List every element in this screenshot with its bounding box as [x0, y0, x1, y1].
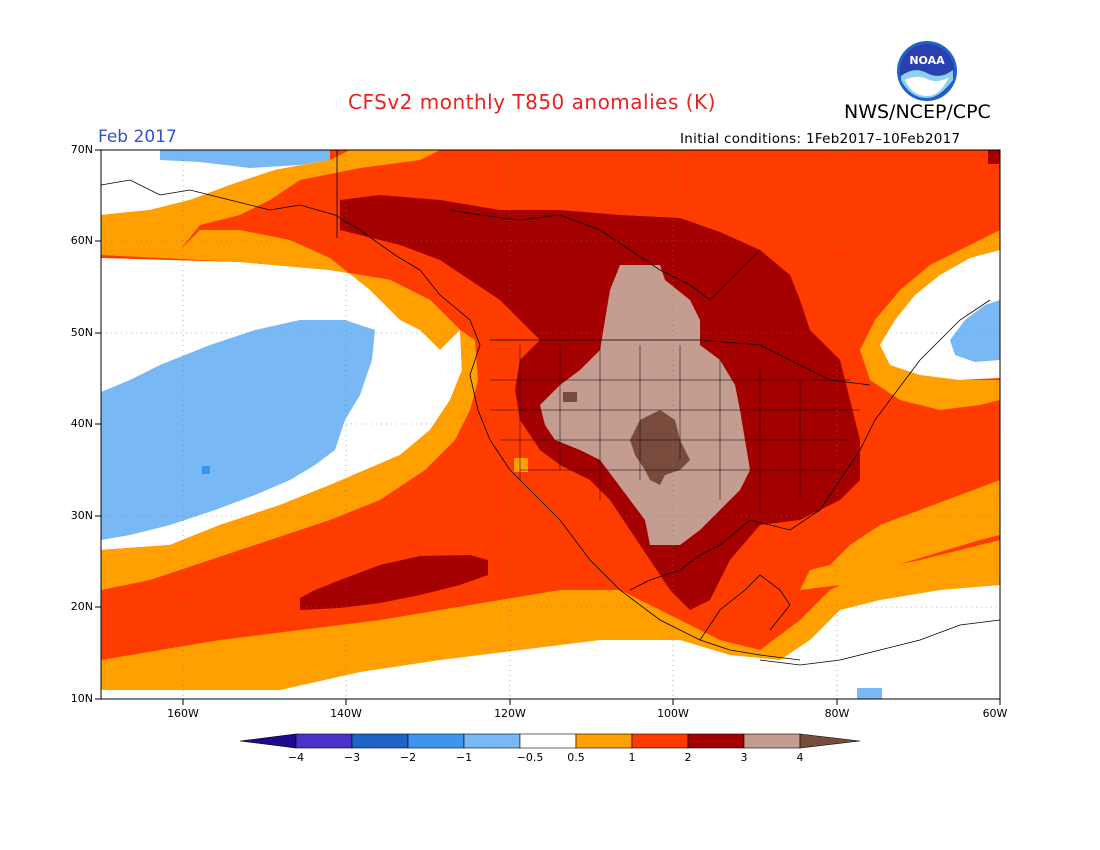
anomaly-cell-corner [988, 150, 1000, 164]
lon-label: 140W [330, 707, 362, 720]
colorbar-label: 1 [628, 751, 636, 764]
colorbar-low-arrow [239, 733, 297, 749]
map-title: CFSv2 monthly T850 anomalies (K) [348, 90, 716, 114]
noaa-logo-text: NOAA [909, 54, 945, 67]
colorbar-segment [631, 733, 689, 749]
anomaly-region-south-neutral [101, 585, 1000, 699]
colorbar-label: −1 [455, 751, 473, 764]
lat-label: 30N [70, 509, 93, 522]
lon-label: 100W [657, 707, 689, 720]
forecast-period: Feb 2017 [98, 127, 177, 147]
state-borders [490, 345, 860, 510]
anomaly-region-extreme-warm [630, 410, 690, 485]
lat-label: 50N [70, 326, 93, 339]
lat-label: 70N [70, 143, 93, 156]
colorbar-label: −3 [343, 751, 361, 764]
colorbar-high-arrow [799, 733, 861, 749]
anomaly-cell-south-cool [857, 688, 882, 699]
anomaly-cell-extreme [563, 392, 577, 402]
lat-label: 40N [70, 417, 93, 430]
axis-ticks [95, 149, 1001, 705]
colorbar-segment [743, 733, 801, 749]
anomaly-region-north-orange [101, 230, 460, 350]
lon-label: 120W [494, 707, 526, 720]
lat-label: 20N [70, 600, 93, 613]
colorbar-segment [687, 733, 745, 749]
anomaly-cell-orange [514, 458, 528, 472]
colorbar-segment [295, 733, 353, 749]
colorbar-segment [407, 733, 465, 749]
colorbar-segment [351, 733, 409, 749]
colorbar-segment [575, 733, 633, 749]
anomaly-region-north-cool [160, 150, 330, 168]
initial-conditions: Initial conditions: 1Feb2017–10Feb2017 [680, 131, 961, 147]
anomaly-region-pacific-orange [101, 330, 478, 590]
anomaly-region-south-orange [101, 540, 1000, 699]
coastlines [101, 150, 1000, 666]
anomaly-region-continental-core [540, 265, 750, 545]
lon-label: 80W [824, 707, 850, 720]
lat-label: 10N [70, 692, 93, 705]
anomaly-region-gulf-alaska-orange [101, 150, 440, 255]
colorbar-segment [519, 733, 577, 749]
lon-label: 60W [982, 707, 1008, 720]
anomaly-region-southeast-orange [800, 480, 1000, 590]
lat-label: 60N [70, 234, 93, 247]
colorbar-label: −4 [287, 751, 305, 764]
colorbar-label: −2 [399, 751, 417, 764]
organization-label: NWS/NCEP/CPC [844, 101, 991, 123]
anomaly-cell-pacific [202, 466, 210, 474]
anomaly-region-subtropical-warm [300, 555, 488, 610]
colorbar-label: 2 [684, 751, 692, 764]
lon-label: 160W [167, 707, 199, 720]
colorbar-label: −0.5 [516, 751, 544, 764]
colorbar [239, 733, 861, 749]
colorbar-label: 4 [796, 751, 804, 764]
colorbar-segment [463, 733, 521, 749]
anomaly-region-pacific-cool [101, 320, 375, 540]
colorbar-label: 3 [740, 751, 748, 764]
noaa-logo: NOAA [897, 41, 957, 101]
anomaly-region-northeast-cool [950, 300, 1000, 362]
colorbar-label: 0.5 [567, 751, 585, 764]
anomaly-field [101, 150, 1000, 699]
